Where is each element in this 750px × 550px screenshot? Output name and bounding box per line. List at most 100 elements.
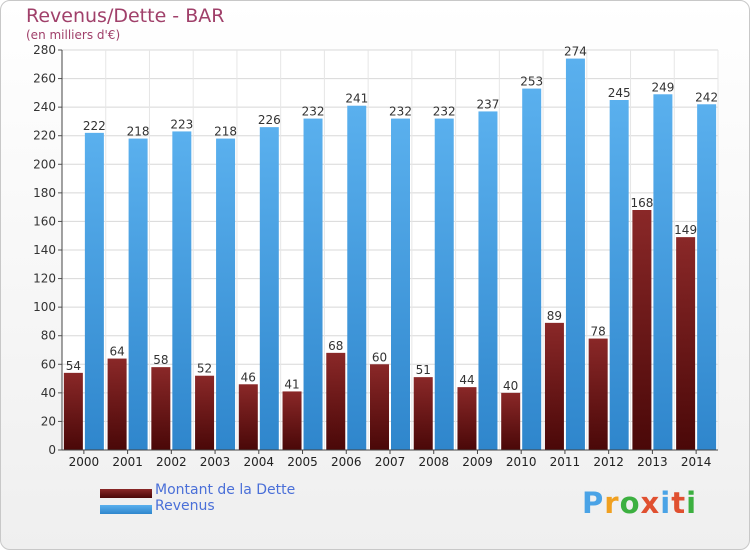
bar-revenus bbox=[216, 138, 236, 451]
y-tick-label: 240 bbox=[33, 100, 56, 114]
bar-debt bbox=[588, 338, 608, 450]
logo-letter: i bbox=[686, 486, 698, 520]
logo-letter: P bbox=[582, 486, 605, 520]
x-tick-label: 2006 bbox=[331, 455, 362, 469]
bar-revenus bbox=[565, 58, 585, 450]
data-label-revenus: 232 bbox=[433, 105, 456, 119]
logo-letter: i bbox=[660, 486, 672, 520]
bar-revenus bbox=[84, 132, 104, 450]
bar-revenus bbox=[303, 118, 323, 451]
data-label-revenus: 218 bbox=[214, 125, 237, 139]
bar-revenus bbox=[172, 131, 192, 450]
chart-title: Revenus/Dette - BAR bbox=[26, 5, 225, 27]
logo-letter: t bbox=[671, 486, 687, 520]
y-tick-label: 200 bbox=[33, 157, 56, 171]
data-labels: 54 222 64 218 58 223 52 218 46 226 41 232 68 241 60 232… bbox=[66, 45, 718, 393]
bar-debt bbox=[413, 377, 433, 450]
x-tick-label: 2001 bbox=[112, 455, 143, 469]
bar-debt bbox=[63, 372, 83, 450]
logo-letter: o bbox=[619, 486, 641, 520]
bar-debt bbox=[370, 364, 389, 450]
data-label-debt: 60 bbox=[372, 350, 387, 364]
logo-letter: x bbox=[640, 486, 661, 520]
chart-subtitle: (en milliers d'€) bbox=[26, 28, 121, 42]
bar-debt bbox=[195, 375, 215, 450]
y-tick-label: 220 bbox=[33, 129, 56, 143]
bar-revenus bbox=[391, 118, 410, 451]
bar-revenus bbox=[347, 105, 367, 450]
data-label-debt: 44 bbox=[459, 373, 474, 387]
x-tick-label: 2012 bbox=[593, 455, 624, 469]
data-label-revenus: 242 bbox=[695, 90, 718, 104]
bar-debt bbox=[676, 237, 696, 450]
y-tick-label: 80 bbox=[41, 329, 56, 343]
bar-debt bbox=[107, 358, 127, 450]
bar-revenus bbox=[259, 127, 279, 451]
x-tick-label: 2010 bbox=[506, 455, 537, 469]
bar-debt bbox=[501, 392, 521, 450]
x-tick-label: 2002 bbox=[156, 455, 187, 469]
data-label-revenus: 274 bbox=[564, 45, 587, 59]
y-tick-label: 260 bbox=[33, 72, 56, 86]
bar-debt bbox=[632, 210, 652, 450]
bar-debt bbox=[238, 384, 258, 450]
data-label-revenus: 245 bbox=[608, 86, 631, 100]
bar-revenus bbox=[434, 118, 454, 451]
y-tick-label: 40 bbox=[41, 386, 56, 400]
y-tick-label: 100 bbox=[33, 300, 56, 314]
bar-revenus bbox=[653, 94, 673, 451]
data-label-revenus: 226 bbox=[258, 113, 281, 127]
legend-label-debt: Montant de la Dette bbox=[155, 482, 296, 498]
y-tick-label: 20 bbox=[41, 414, 56, 428]
bar-debt bbox=[326, 352, 346, 450]
data-label-revenus: 253 bbox=[520, 75, 543, 89]
axes: 0 20 40 60 80 100 120 140 160 180 200 220 240 260 280 2… bbox=[33, 43, 718, 469]
bar-revenus bbox=[697, 104, 717, 451]
data-label-debt: 46 bbox=[241, 370, 256, 384]
bar-revenus bbox=[522, 88, 542, 451]
x-tick-label: 2009 bbox=[462, 455, 493, 469]
x-tick-label: 2005 bbox=[287, 455, 318, 469]
logo-letter: r bbox=[604, 486, 620, 520]
data-label-debt: 51 bbox=[416, 363, 431, 377]
data-label-debt: 149 bbox=[674, 223, 697, 237]
y-tick-label: 160 bbox=[33, 214, 56, 228]
x-tick-label: 2011 bbox=[550, 455, 581, 469]
x-tick-label: 2007 bbox=[375, 455, 406, 469]
x-tick-label: 2014 bbox=[681, 455, 712, 469]
y-tick-label: 0 bbox=[48, 443, 56, 457]
proxiti-logo: Proxiti bbox=[582, 486, 697, 520]
data-label-debt: 68 bbox=[328, 339, 343, 353]
data-label-revenus: 222 bbox=[83, 119, 106, 133]
data-label-debt: 168 bbox=[630, 196, 653, 210]
x-tick-label: 2008 bbox=[418, 455, 449, 469]
x-tick-label: 2013 bbox=[637, 455, 668, 469]
data-label-debt: 78 bbox=[591, 325, 606, 339]
bar-debt bbox=[544, 322, 564, 450]
y-tick-label: 60 bbox=[41, 357, 56, 371]
x-tick-label: 2000 bbox=[69, 455, 100, 469]
y-tick-label: 140 bbox=[33, 243, 56, 257]
data-label-debt: 54 bbox=[66, 359, 81, 373]
data-label-debt: 40 bbox=[503, 379, 518, 393]
bar-debt bbox=[151, 367, 171, 450]
data-label-debt: 41 bbox=[284, 377, 299, 391]
x-tick-label: 2003 bbox=[200, 455, 231, 469]
data-label-revenus: 249 bbox=[651, 80, 674, 94]
legend-swatch-revenus bbox=[100, 505, 152, 514]
data-label-debt: 89 bbox=[547, 309, 562, 323]
data-label-revenus: 232 bbox=[389, 105, 412, 119]
bar-debt bbox=[282, 391, 302, 450]
x-tick-label: 2004 bbox=[244, 455, 275, 469]
data-label-debt: 52 bbox=[197, 362, 212, 376]
bar-revenus bbox=[478, 111, 498, 450]
bar-revenus bbox=[609, 100, 629, 450]
y-tick-label: 280 bbox=[33, 43, 56, 57]
bars-group bbox=[63, 58, 717, 451]
data-label-revenus: 232 bbox=[302, 105, 325, 119]
data-label-revenus: 241 bbox=[345, 92, 368, 106]
y-tick-label: 120 bbox=[33, 272, 56, 286]
bar-debt bbox=[457, 387, 477, 450]
data-label-debt: 64 bbox=[109, 345, 124, 359]
data-label-debt: 58 bbox=[153, 353, 168, 367]
